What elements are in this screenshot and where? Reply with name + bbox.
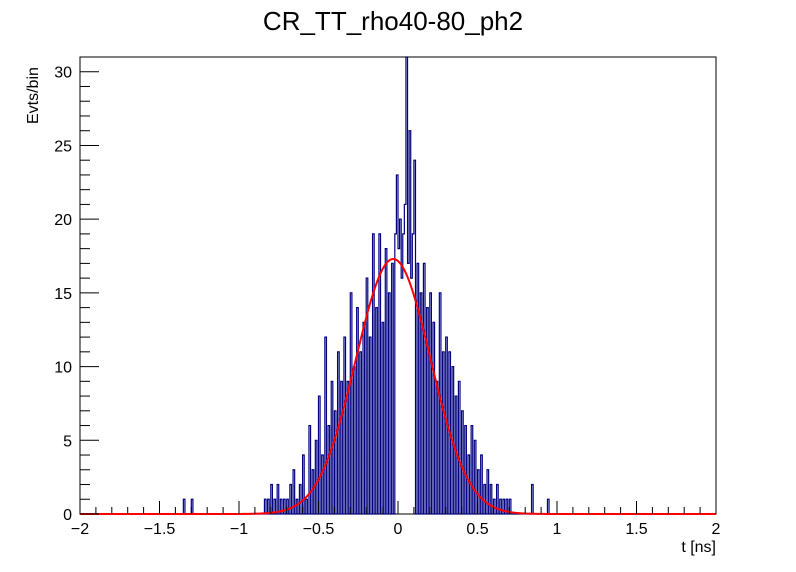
- x-tick-label: −1.5: [144, 521, 176, 538]
- histogram-bin: [430, 293, 432, 514]
- histogram-bin: [290, 485, 292, 514]
- y-tick-label: 20: [54, 212, 72, 229]
- histogram-bin: [369, 337, 371, 514]
- histogram-bin: [414, 160, 416, 514]
- histogram-bin: [408, 263, 410, 514]
- y-axis-label: Evts/bin: [25, 67, 42, 124]
- histogram-bin: [183, 499, 185, 514]
- histogram-bin: [412, 234, 414, 514]
- histogram-bin: [484, 485, 486, 514]
- histogram-bin: [396, 175, 398, 514]
- y-tick-label: 15: [54, 286, 72, 303]
- histogram-bin: [338, 352, 340, 514]
- histogram-bin: [376, 308, 378, 514]
- histogram-bin: [411, 278, 413, 514]
- x-tick-label: −2: [71, 521, 89, 538]
- histogram-bin: [325, 337, 327, 514]
- histogram-bin: [406, 57, 408, 514]
- histogram-bin: [401, 278, 403, 514]
- histogram-bin: [388, 293, 390, 514]
- histogram-bin: [458, 381, 460, 514]
- histogram-bin: [312, 470, 314, 514]
- histogram-bin: [462, 411, 464, 514]
- histogram-bin: [373, 234, 375, 514]
- histogram-bin: [465, 426, 467, 514]
- histogram-bin: [532, 485, 534, 514]
- histogram-bin: [443, 352, 445, 514]
- histogram-bin: [319, 396, 321, 514]
- x-tick-label: 1.5: [625, 521, 647, 538]
- y-tick-label: 10: [54, 360, 72, 377]
- histogram-bin: [284, 499, 286, 514]
- y-tick-label: 5: [63, 433, 72, 450]
- histogram-bin: [363, 322, 365, 514]
- histogram-bin: [309, 426, 311, 514]
- histogram-bin: [306, 499, 308, 514]
- histogram-bin: [398, 249, 400, 514]
- histogram-bin: [547, 499, 549, 514]
- histogram-bin: [433, 322, 435, 514]
- x-tick-label: −1: [230, 521, 248, 538]
- x-tick-label: −0.5: [303, 521, 335, 538]
- x-axis: −2 −1.5 −1 −0.5 0 0.5 1 1.5 2: [71, 501, 721, 538]
- histogram-bin: [341, 381, 343, 514]
- histogram-bin: [296, 499, 298, 514]
- x-axis-label: t [ns]: [681, 539, 716, 556]
- histogram-bin: [403, 234, 405, 514]
- y-tick-label: 30: [54, 65, 72, 82]
- x-tick-label: 0.5: [466, 521, 488, 538]
- histogram-bin: [277, 485, 279, 514]
- histogram-bin: [299, 485, 301, 514]
- y-axis: 0 5 10 15 20 25 30: [54, 56, 99, 524]
- histogram-bin: [417, 263, 419, 514]
- histogram-bin: [500, 499, 502, 514]
- y-tick-label: 25: [54, 138, 72, 155]
- histogram-bin: [315, 440, 317, 514]
- histogram-bin: [468, 455, 470, 514]
- histogram-bin: [328, 426, 330, 514]
- chart-title: CR_TT_rho40-80_ph2: [263, 6, 523, 36]
- x-tick-label: 0: [394, 521, 403, 538]
- histogram-bin: [347, 381, 349, 514]
- histogram-bin: [303, 455, 305, 514]
- histogram-bin: [264, 499, 266, 514]
- histogram-bin: [481, 455, 483, 514]
- gaussian-fit-curve: [80, 257, 716, 515]
- histogram-bin: [360, 352, 362, 514]
- histogram-bin: [382, 322, 384, 514]
- histogram-bin: [474, 440, 476, 514]
- histogram-bin: [350, 293, 352, 514]
- histogram-bin: [344, 337, 346, 514]
- histogram-bin: [436, 381, 438, 514]
- histogram-bin: [353, 367, 355, 514]
- histogram-bin: [322, 455, 324, 514]
- histogram-bin: [409, 131, 411, 514]
- histogram-bin: [392, 263, 394, 514]
- histogram-bin: [471, 426, 473, 514]
- histogram-bin: [268, 499, 270, 514]
- histogram-bin: [487, 470, 489, 514]
- x-tick-label: 2: [712, 521, 721, 538]
- y-tick-label: 0: [63, 507, 72, 524]
- histogram-bin: [357, 308, 359, 514]
- histogram-bin: [385, 249, 387, 514]
- histogram-bin: [423, 263, 425, 514]
- histogram-bin: [334, 411, 336, 514]
- x-tick-label: 1: [553, 521, 562, 538]
- histogram-bin: [404, 204, 406, 514]
- histogram-bin: [490, 485, 492, 514]
- histogram-bin: [395, 234, 397, 514]
- histogram-bin: [427, 308, 429, 514]
